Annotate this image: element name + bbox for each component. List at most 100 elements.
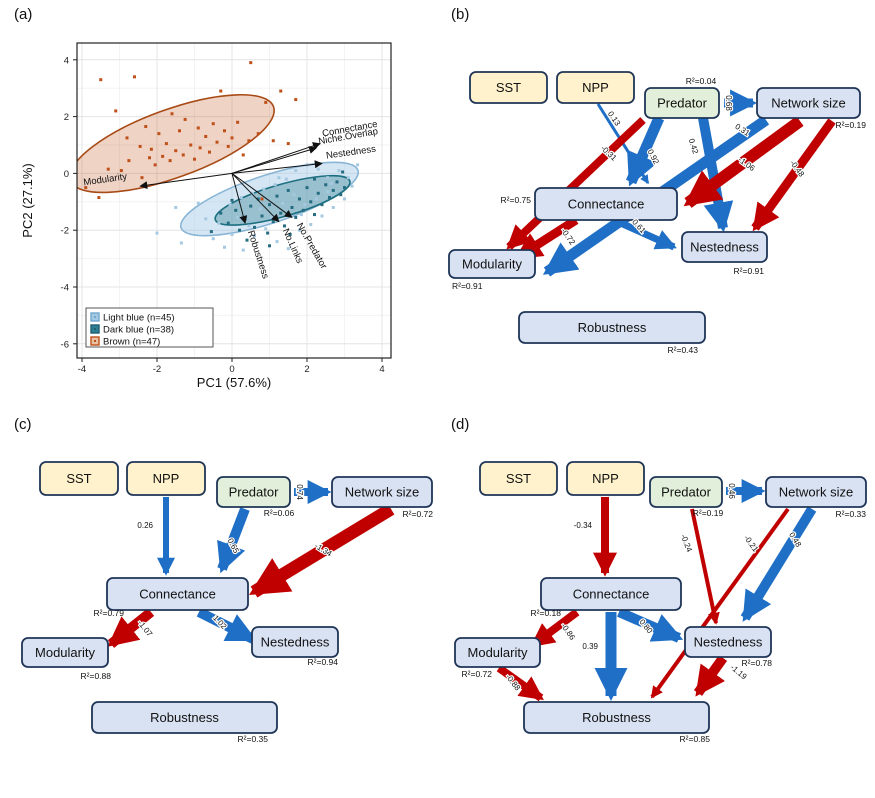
- pca-point-dark-blue: [271, 220, 275, 224]
- sem-box-predator: [216, 476, 291, 508]
- pca-point-brown: [114, 109, 118, 113]
- legend-swatch-dot: [94, 328, 96, 330]
- pca-point-brown: [247, 139, 251, 143]
- sem-path-c-1.02: [196, 607, 258, 644]
- pca-point-dark-blue: [288, 232, 292, 236]
- sem-box-npp: [566, 461, 645, 496]
- pca-point-light-blue: [326, 176, 330, 180]
- sem-box-label-modularity: Modularity: [462, 257, 522, 272]
- pca-point-light-blue: [230, 232, 234, 236]
- r2-label-predator: R²=0.06: [264, 508, 295, 518]
- x-tick-label: -4: [78, 364, 86, 375]
- pca-point-light-blue: [217, 221, 221, 225]
- pca-point-dark-blue: [339, 193, 343, 197]
- r2-label-robustness: R²=0.35: [238, 734, 269, 744]
- pca-point-light-blue: [174, 205, 178, 209]
- sem-box-label-nestedness: Nestedness: [690, 240, 759, 255]
- r2-label-connectance: R²=0.18: [531, 608, 562, 618]
- pca-point-light-blue: [204, 217, 208, 221]
- x-axis-title: PC1 (57.6%): [197, 375, 271, 390]
- sem-path-b-0.92: [625, 115, 665, 187]
- pca-point-brown: [204, 134, 208, 138]
- pca-point-brown: [208, 150, 211, 154]
- sem-box-robustness: [91, 701, 278, 734]
- pca-point-brown: [271, 139, 275, 143]
- pca-point-brown: [127, 159, 131, 163]
- pca-point-dark-blue: [266, 231, 270, 235]
- pca-point-light-blue: [275, 240, 279, 244]
- sem-box-label-network-size: Network size: [779, 485, 853, 500]
- pca-point-light-blue: [236, 215, 240, 219]
- pca-point-brown: [178, 129, 181, 133]
- coef-label-c-0.74: 0.74: [295, 484, 304, 500]
- pca-point-brown: [230, 136, 234, 140]
- pca-point-light-blue: [294, 169, 298, 173]
- pca-point-light-blue: [239, 196, 243, 200]
- r2-label-robustness: R²=0.85: [680, 734, 711, 744]
- pca-point-dark-blue: [294, 215, 298, 219]
- y-tick-label: 0: [64, 169, 69, 180]
- sem-box-network-size: [756, 87, 861, 119]
- coef-label-d-0.39: 0.39: [582, 642, 598, 651]
- pca-point-dark-blue: [301, 208, 305, 212]
- coef-label-b--0.72: -0.72: [559, 227, 577, 248]
- sem-path-d--1.19: [693, 655, 728, 697]
- pca-point-light-blue: [269, 215, 273, 219]
- pca-point-brown: [149, 147, 153, 151]
- pca-point-dark-blue: [268, 203, 271, 207]
- y-axis-title: PC2 (27.1%): [20, 163, 35, 237]
- pca-point-brown: [223, 129, 226, 133]
- sem-box-label-npp: NPP: [153, 471, 180, 486]
- x-tick-label: 2: [304, 364, 309, 375]
- coef-label-c-0.26: 0.26: [137, 521, 153, 530]
- pca-point-brown: [215, 140, 219, 144]
- sem-box-label-connectance: Connectance: [139, 587, 216, 602]
- loading-arrow-No.Predator: [231, 172, 293, 218]
- sem-path-c--1.34: [248, 503, 395, 598]
- pca-point-dark-blue: [238, 228, 241, 232]
- sem-box-sst: [469, 71, 548, 104]
- pca-point-dark-blue: [268, 244, 271, 248]
- pca-point-light-blue: [284, 177, 288, 181]
- legend-item-label: Brown (n=47): [103, 337, 160, 348]
- pca-point-brown: [279, 89, 283, 93]
- pca-point-light-blue: [286, 247, 290, 251]
- pca-point-light-blue: [337, 169, 341, 173]
- pca-point-brown: [174, 149, 178, 153]
- x-tick-label: 4: [379, 364, 384, 375]
- sem-path-c-0.65: [217, 507, 250, 574]
- pca-point-brown: [249, 61, 253, 65]
- sem-path-d--0.24: [690, 508, 720, 625]
- pca-point-dark-blue: [316, 191, 320, 195]
- r2-label-modularity: R²=0.91: [452, 281, 483, 291]
- sem-path-d-0.48: [740, 506, 817, 622]
- pca-point-light-blue: [320, 214, 324, 218]
- pca-point-brown: [157, 132, 161, 136]
- pca-point-light-blue: [277, 176, 281, 180]
- pca-point-light-blue: [316, 167, 320, 171]
- sem-box-label-npp: NPP: [582, 80, 609, 95]
- legend-box: [85, 307, 214, 348]
- pca-point-light-blue: [303, 203, 307, 207]
- pca-point-brown: [148, 156, 151, 160]
- pca-point-light-blue: [356, 163, 360, 167]
- sem-box-label-robustness: Robustness: [150, 710, 219, 725]
- sem-box-predator: [649, 476, 723, 508]
- pca-point-light-blue: [155, 231, 159, 235]
- legend-item-label: Dark blue (n=38): [103, 325, 174, 336]
- pca-point-light-blue: [299, 213, 303, 217]
- pca-point-dark-blue: [298, 197, 301, 201]
- sem-box-robustness: [518, 311, 706, 344]
- sem-path-d--0.21: [650, 507, 790, 699]
- pca-point-light-blue: [314, 197, 318, 201]
- pca-point-brown: [211, 122, 215, 126]
- pca-point-dark-blue: [279, 211, 283, 215]
- pca-point-brown: [140, 176, 144, 180]
- sem-box-label-nestedness: Nestedness: [694, 635, 763, 650]
- pca-point-dark-blue: [328, 196, 331, 200]
- sem-path-b-0.61: [612, 216, 677, 251]
- sem-box-label-predator: Predator: [661, 485, 712, 500]
- pca-point-dark-blue: [256, 197, 260, 201]
- pca-point-brown: [196, 126, 200, 130]
- r2-label-connectance: R²=0.79: [94, 608, 125, 618]
